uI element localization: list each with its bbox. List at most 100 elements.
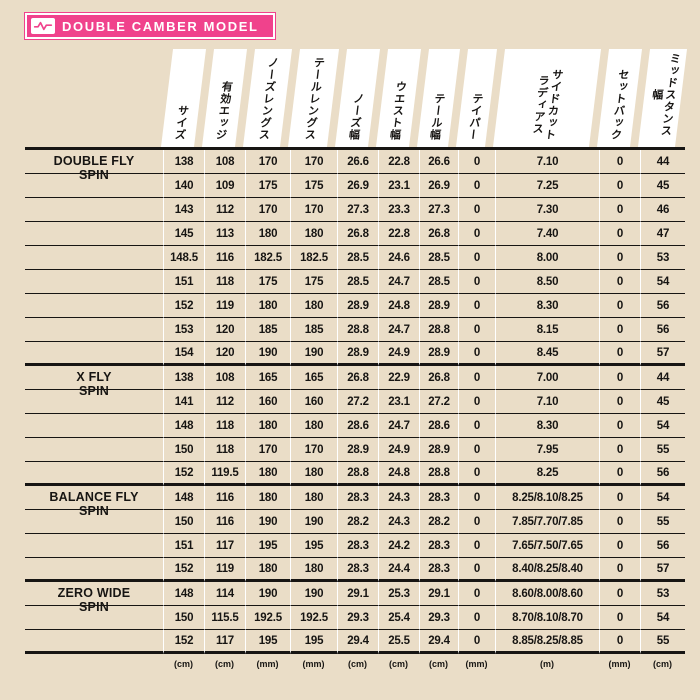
spec-cell: 28.9 [419,294,458,318]
spec-cell: 170 [290,150,337,174]
table-row: DOUBLE FLY SPIN 138 108 170 170 26.6 22.8 26.6 0… [25,150,685,182]
spec-cell: 160 [290,390,337,414]
banner-title: DOUBLE CAMBER MODEL [62,18,259,34]
spec-cell: 0 [458,294,495,318]
spec-cell: 0 [599,270,640,294]
spec-cell: 180 [245,486,290,510]
spec-cell: 24.2 [378,534,419,558]
spec-cell: 190 [290,510,337,534]
spec-cell: 0 [599,246,640,270]
unit-label: (mm) [302,658,325,669]
spec-cell: 175 [290,270,337,294]
spec-cell: 153 [163,318,204,342]
column-header-label: サイドカット ラディアス [530,69,564,141]
model-cell [25,222,163,246]
table-row: 151 118 175 175 28.5 24.7 28.5 0 8.50 0 54 [25,270,685,294]
spec-cell: 148 [163,486,204,510]
spec-cell: 56 [640,534,685,558]
spec-cell: 8.00 [495,246,599,270]
spec-cell: 24.9 [378,342,419,366]
model-cell [25,270,163,294]
spec-cell: 0 [599,222,640,246]
spec-cell: 7.00 [495,366,599,390]
spec-cell: 0 [458,342,495,366]
column-header: ミッドスタンス幅 [637,48,688,150]
spec-cell: 148 [163,582,204,606]
spec-cell: 53 [640,246,685,270]
spec-cell: 8.30 [495,294,599,318]
column-header-label: ウエスト幅 [387,81,408,141]
spec-cell: 28.6 [419,414,458,438]
spec-table: サイズ 有効エッジ ノーズレングス テールレングス ノーズ幅 ウエスト幅 テール幅 テイパー サ… [25,48,688,673]
spec-cell: 148.5 [163,246,204,270]
spec-cell: 0 [458,438,495,462]
model-cell: ZERO WIDE SPIN [25,582,163,614]
spec-cell: 0 [458,510,495,534]
column-header: ノーズ幅 [334,48,381,150]
spec-cell: 54 [640,270,685,294]
spec-cell: 190 [290,342,337,366]
spec-cell: 182.5 [290,246,337,270]
spec-cell: 8.60/8.00/8.60 [495,582,599,606]
unit-label: (cm) [214,658,234,669]
spec-cell: 120 [204,318,245,342]
spec-cell: 8.25 [495,462,599,486]
spec-cell: 175 [245,174,290,198]
spec-cell: 165 [290,366,337,390]
spec-cell: 151 [163,270,204,294]
spec-cell: 180 [245,414,290,438]
spec-cell: 28.6 [337,414,378,438]
spec-cell: 0 [458,486,495,510]
model-cell [25,198,163,222]
spec-cell: 27.3 [337,198,378,222]
table-row: 140 109 175 175 26.9 23.1 26.9 0 7.25 0 45 [25,174,685,198]
table-row: ZERO WIDE SPIN 148 114 190 190 29.1 25.3 29.1 0 8… [25,582,685,614]
column-header-label: ノーズレングス [256,57,280,141]
spec-cell: 192.5 [245,606,290,630]
column-header-band: 有効エッジ [201,49,248,147]
spec-cell: 0 [458,606,495,630]
spec-cell: 0 [458,270,495,294]
spec-cell: 0 [458,174,495,198]
spec-cell: 195 [245,534,290,558]
column-header: テイパー [455,48,498,150]
spec-cell: 141 [163,390,204,414]
table-row: X FLY SPIN 138 108 165 165 26.8 22.9 26.8 0 7.00 0… [25,366,685,398]
spec-cell: 26.8 [419,222,458,246]
spec-cell: 114 [204,582,245,606]
spec-cell: 115.5 [204,606,245,630]
spec-cell: 150 [163,510,204,534]
table-row: 150 118 170 170 28.9 24.9 28.9 0 7.95 0 55 [25,438,685,462]
spec-cell: 8.85/8.25/8.85 [495,630,599,654]
spec-cell: 195 [290,534,337,558]
spec-cell: 118 [204,414,245,438]
model-name: DOUBLE FLY SPIN [53,154,135,182]
spec-cell: 8.15 [495,318,599,342]
column-header-band: ウエスト幅 [375,49,422,147]
spec-cell: 28.3 [419,558,458,582]
model-name: X FLY SPIN [76,370,112,398]
unit-label: (cm) [173,658,193,669]
model-cell [25,246,163,270]
spec-cell: 154 [163,342,204,366]
spec-cell: 112 [204,198,245,222]
column-header: セットバック [596,48,643,150]
column-header-label: テールレングス [302,57,326,141]
spec-cell: 28.5 [419,246,458,270]
spec-cell: 28.3 [337,534,378,558]
spec-cell: 119.5 [204,462,245,486]
units-row: (cm) (cm) (mm) (mm) (cm) (cm) (cm) (mm) (m) (mm) (… [25,654,685,673]
spec-cell: 170 [290,438,337,462]
spec-cell: 25.4 [378,606,419,630]
table-row: 148 118 180 180 28.6 24.7 28.6 0 8.30 0 54 [25,414,685,438]
spec-cell: 24.8 [378,462,419,486]
spec-cell: 28.8 [337,462,378,486]
model-cell [25,414,163,438]
spec-cell: 24.7 [378,414,419,438]
spec-cell: 0 [458,318,495,342]
unit-label: (cm) [652,658,672,669]
column-header-label: サイズ [172,105,190,141]
spec-cell: 24.8 [378,294,419,318]
spec-cell: 118 [204,270,245,294]
